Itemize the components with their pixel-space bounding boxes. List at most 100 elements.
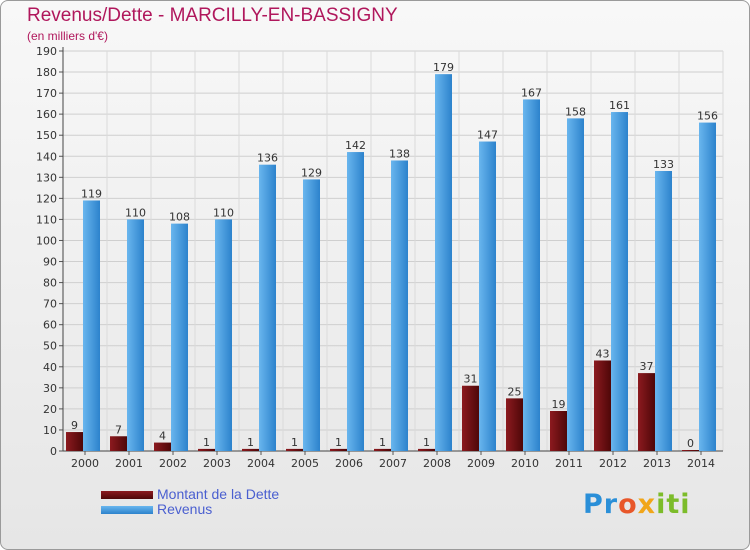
proxiti-logo: Proxiti bbox=[583, 489, 691, 520]
bar-revenus bbox=[435, 74, 452, 451]
data-label-dette: 0 bbox=[687, 437, 694, 450]
data-label-revenus: 110 bbox=[125, 206, 146, 219]
bar-revenus bbox=[523, 99, 540, 451]
data-label-dette: 9 bbox=[71, 419, 78, 432]
x-tick-label: 2014 bbox=[687, 457, 715, 470]
bar-revenus bbox=[655, 171, 672, 451]
x-tick-label: 2007 bbox=[379, 457, 407, 470]
data-label-revenus: 156 bbox=[697, 110, 718, 123]
y-tick-label: 120 bbox=[36, 192, 57, 205]
data-label-dette: 1 bbox=[291, 436, 298, 449]
bar-dette bbox=[154, 442, 171, 451]
bar-revenus bbox=[699, 122, 716, 451]
data-label-revenus: 133 bbox=[653, 158, 674, 171]
data-label-revenus: 129 bbox=[301, 166, 322, 179]
x-tick-label: 2003 bbox=[203, 457, 231, 470]
data-label-dette: 1 bbox=[423, 436, 430, 449]
data-label-dette: 4 bbox=[159, 430, 166, 443]
bar-dette bbox=[594, 360, 611, 451]
bar-revenus bbox=[127, 219, 144, 451]
y-tick-label: 180 bbox=[36, 66, 57, 79]
data-label-revenus: 158 bbox=[565, 105, 586, 118]
y-tick-label: 10 bbox=[43, 424, 57, 437]
y-tick-label: 90 bbox=[43, 256, 57, 269]
y-tick-label: 190 bbox=[36, 45, 57, 58]
data-label-dette: 7 bbox=[115, 423, 122, 436]
x-tick-label: 2006 bbox=[335, 457, 363, 470]
data-label-dette: 37 bbox=[640, 360, 654, 373]
data-label-revenus: 136 bbox=[257, 152, 278, 165]
data-label-revenus: 110 bbox=[213, 206, 234, 219]
data-labels: 9 119 7 110 4 108 1 110 1 136 1 129 1 142 1 138 1 179 31 14… bbox=[71, 61, 718, 450]
bar-revenus bbox=[611, 112, 628, 451]
data-label-dette: 1 bbox=[247, 436, 254, 449]
data-label-dette: 1 bbox=[379, 436, 386, 449]
chart-title: Revenus/Dette - MARCILLY-EN-BASSIGNY bbox=[27, 5, 398, 26]
bar-revenus bbox=[479, 141, 496, 452]
y-tick-label: 20 bbox=[43, 403, 57, 416]
x-tick-label: 2013 bbox=[643, 457, 671, 470]
bar-revenus bbox=[347, 152, 364, 452]
y-tick-label: 80 bbox=[43, 277, 57, 290]
data-label-revenus: 179 bbox=[433, 61, 454, 74]
data-label-revenus: 108 bbox=[169, 211, 190, 224]
data-label-revenus: 161 bbox=[609, 99, 630, 112]
bar-dette bbox=[198, 448, 215, 451]
bar-revenus bbox=[303, 179, 320, 451]
bar-dette bbox=[550, 411, 567, 451]
y-tick-label: 40 bbox=[43, 361, 57, 374]
x-tick-label: 2011 bbox=[555, 457, 583, 470]
x-tick-label: 2001 bbox=[115, 457, 143, 470]
legend-swatch-revenus bbox=[101, 506, 153, 514]
y-tick-label: 110 bbox=[36, 213, 57, 226]
bar-dette bbox=[286, 448, 303, 451]
y-tick-label: 70 bbox=[43, 298, 57, 311]
data-label-revenus: 142 bbox=[345, 139, 366, 152]
y-tick-label: 140 bbox=[36, 150, 57, 163]
bar-revenus bbox=[391, 160, 408, 451]
legend-label-dette: Montant de la Dette bbox=[157, 486, 280, 502]
x-tick-label: 2010 bbox=[511, 457, 539, 470]
data-label-dette: 1 bbox=[335, 436, 342, 449]
data-label-dette: 25 bbox=[508, 385, 522, 398]
legend-label-revenus: Revenus bbox=[157, 501, 213, 517]
bars bbox=[66, 74, 716, 452]
x-tick-label: 2012 bbox=[599, 457, 627, 470]
x-tick-label: 2008 bbox=[423, 457, 451, 470]
y-tick-label: 150 bbox=[36, 129, 57, 142]
data-label-revenus: 147 bbox=[477, 129, 498, 142]
bar-revenus bbox=[259, 164, 276, 451]
bar-dette bbox=[66, 432, 83, 451]
bar-revenus bbox=[215, 219, 232, 451]
bar-dette bbox=[638, 373, 655, 451]
data-label-dette: 19 bbox=[552, 398, 566, 411]
data-label-revenus: 138 bbox=[389, 147, 410, 160]
y-tick-label: 170 bbox=[36, 87, 57, 100]
bar-dette bbox=[374, 448, 391, 451]
bar-dette bbox=[462, 385, 479, 451]
x-tick-label: 2004 bbox=[247, 457, 275, 470]
x-tick-label: 2009 bbox=[467, 457, 495, 470]
y-tick-label: 100 bbox=[36, 234, 57, 247]
y-tick-label: 50 bbox=[43, 340, 57, 353]
data-label-dette: 31 bbox=[464, 373, 478, 386]
bar-dette bbox=[242, 448, 259, 451]
chart-subtitle: (en milliers d'€) bbox=[27, 29, 108, 43]
bar-dette bbox=[330, 448, 347, 451]
y-tick-label: 160 bbox=[36, 108, 57, 121]
data-label-revenus: 167 bbox=[521, 86, 542, 99]
data-label-dette: 43 bbox=[596, 347, 610, 360]
y-tick-label: 30 bbox=[43, 382, 57, 395]
y-tick-label: 60 bbox=[43, 319, 57, 332]
y-tick-label: 0 bbox=[50, 445, 57, 458]
legend-swatch-dette bbox=[101, 491, 153, 499]
y-tick-label: 130 bbox=[36, 171, 57, 184]
x-tick-label: 2005 bbox=[291, 457, 319, 470]
data-label-revenus: 119 bbox=[81, 187, 102, 200]
bar-revenus bbox=[171, 223, 188, 451]
bar-dette bbox=[418, 448, 435, 451]
bar-revenus bbox=[83, 200, 100, 451]
bar-dette bbox=[110, 436, 127, 451]
